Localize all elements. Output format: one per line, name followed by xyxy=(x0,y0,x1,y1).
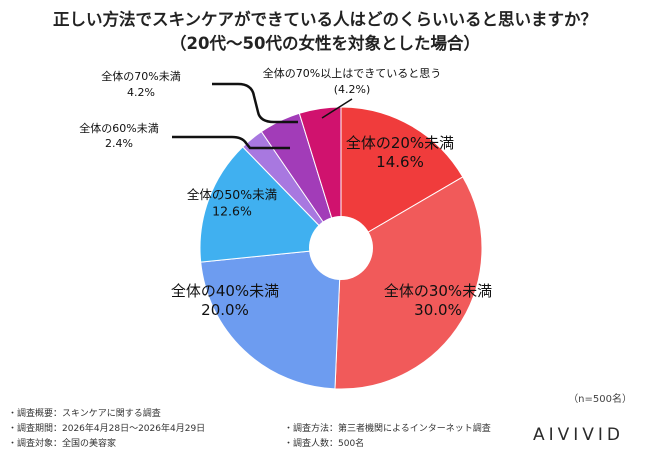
sample-size: （n=500名） xyxy=(568,394,632,405)
footnote-overview: ・調査概要：スキンケアに関する調査 xyxy=(8,409,161,419)
slice-value-5: 2.4% xyxy=(105,137,133,150)
slice-label-3: 全体の40%未満 xyxy=(171,282,279,300)
footnote-method: ・調査方法：第三者機関によるインターネット調査 xyxy=(284,424,491,434)
pie-slice-4 xyxy=(199,146,343,263)
slice-value-4: 12.6% xyxy=(212,204,252,219)
slice-label-6: 全体の70%未満 xyxy=(101,69,180,83)
slice-value-6: 4.2% xyxy=(127,86,155,99)
slice-value-2: 30.0% xyxy=(414,301,462,319)
slice-label-7: 全体の70%以上はできていると思う xyxy=(263,66,441,80)
leader-line-6 xyxy=(212,82,298,124)
footnote-period: ・調査期間：2026年4月28日〜2026年4月29日 xyxy=(8,424,206,434)
pie-slice-2 xyxy=(334,176,483,390)
pie-slice-3 xyxy=(200,247,342,390)
chart-title-line2: （20代〜50代の女性を対象とした場合） xyxy=(170,34,480,53)
leader-line-5 xyxy=(172,135,290,150)
slice-value-7: (4.2%) xyxy=(334,83,371,96)
slice-label-4: 全体の50%未満 xyxy=(187,187,277,202)
slice-label-1: 全体の20%未満 xyxy=(346,134,454,152)
pie-slice-7 xyxy=(298,106,342,249)
leader-line-7 xyxy=(321,98,353,119)
slice-value-3: 20.0% xyxy=(201,301,249,319)
slice-label-5: 全体の60%未満 xyxy=(79,121,158,135)
pie-slice-1 xyxy=(340,106,464,249)
slice-value-1: 14.6% xyxy=(376,153,424,171)
footnote-count: ・調査人数：500名 xyxy=(284,439,365,449)
donut-hole xyxy=(309,216,373,280)
chart-title-line1: 正しい方法でスキンケアができている人はどのくらいいると思いますか？ xyxy=(52,10,597,29)
brand-logo: AIVIVID xyxy=(532,425,624,445)
slice-label-2: 全体の30%未満 xyxy=(384,282,492,300)
footnote-target: ・調査対象：全国の美容家 xyxy=(8,439,117,449)
